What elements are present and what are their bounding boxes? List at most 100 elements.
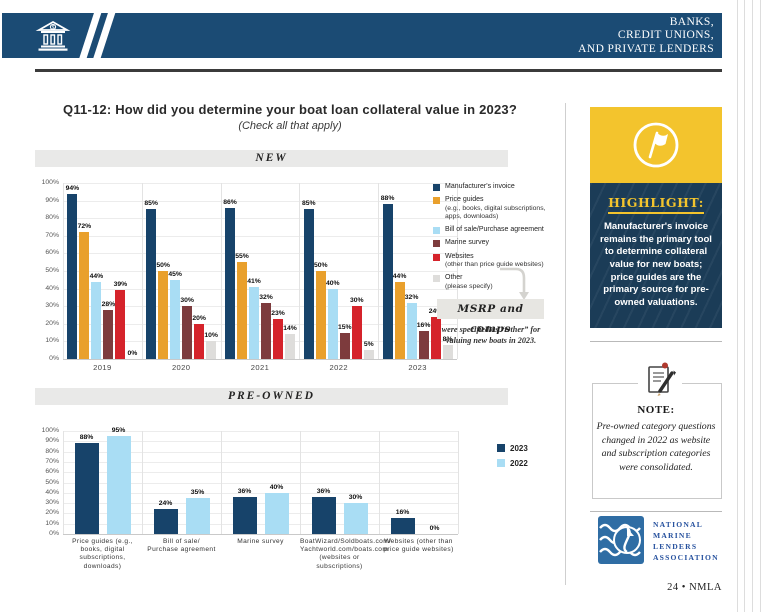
y-tick-label: 20% [45, 319, 59, 327]
gridline-h [63, 183, 457, 184]
header-band: $ BANKS, CREDIT UNIONS, AND PRIVATE LEND… [2, 13, 722, 58]
legend-label: Websites (other than price guide websites… [445, 253, 544, 270]
highlight-box: HIGHLIGHT: Manufacturer's invoice remain… [590, 107, 722, 328]
gridline-v [458, 431, 459, 534]
gridline-h [63, 451, 458, 453]
footer-logo-row: NATIONAL MARINE LENDERS ASSOCIATION [598, 516, 719, 571]
bar-value-label: 36% [237, 487, 252, 495]
bar-value-label: 72% [77, 223, 92, 231]
legend-name: Websites [445, 252, 474, 260]
legend-label: Price guides (e.g., books, digital subscr… [445, 196, 546, 221]
y-tick-label: 30% [45, 499, 59, 507]
bar [206, 341, 217, 359]
bar-value-label: 16% [395, 508, 410, 516]
bar [315, 271, 326, 359]
header-line: CREDIT UNIONS, [617, 29, 714, 42]
bar [153, 509, 178, 534]
legend-sub-line: apps, downloads) [445, 212, 499, 220]
bar [285, 334, 295, 359]
bar-value-label: 88% [380, 195, 395, 203]
page-edge-line [752, 0, 753, 612]
bar-value-label: 86% [223, 198, 237, 206]
legend-name: Bill of sale/Purchase agreement [445, 226, 544, 234]
legend-item: 2022 [497, 458, 557, 469]
bank-building-icon: $ [35, 18, 71, 58]
x-tick-label: Price guides (e.g., books, digital subscr… [63, 538, 142, 571]
bar [182, 306, 193, 359]
section-label-preowned: PRE-OWNED [227, 390, 315, 402]
x-tick-line: subscriptions, downloads) [79, 554, 126, 570]
bar-value-label: 44% [392, 272, 407, 280]
legend-swatch [433, 253, 440, 261]
sidebar-rule [590, 511, 722, 512]
y-tick-label: 90% [45, 437, 59, 445]
bar [115, 290, 126, 359]
bar-value-label: 15% [337, 323, 352, 331]
bar [303, 209, 314, 359]
gridline-v [378, 183, 380, 359]
notepad-pencil-icon [638, 360, 682, 403]
bar [327, 288, 338, 359]
highlight-label: HIGHLIGHT: [608, 195, 704, 214]
bar-value-label: 88% [79, 434, 94, 442]
chart-preowned: 0% 10% 20% 30% 40% 50% 60% 70% 80% 90% 100% 88% 95% P… [30, 426, 540, 586]
gridline-h [63, 503, 458, 505]
header-rule [35, 69, 722, 72]
bar-value-label: 24% [428, 307, 443, 315]
gridline-h [63, 253, 457, 255]
gridline-h [63, 288, 457, 290]
legend-name: Price guides [445, 196, 484, 204]
bar-value-label: 44% [89, 272, 104, 280]
gridline-h [63, 218, 457, 220]
bar [194, 323, 205, 359]
question-subtitle: (Check all that apply) [238, 120, 342, 132]
y-tick-label: 10% [45, 519, 59, 527]
page-edge-line [737, 0, 738, 612]
bar-value-label: 85% [301, 200, 316, 208]
page-number-line: 24 • NMLA [560, 582, 722, 593]
gridline-v [142, 431, 143, 534]
x-tick-line: Price guides (e.g., books, digital [72, 538, 133, 554]
bar-value-label: 16% [416, 321, 431, 329]
y-tick-label: 70% [45, 231, 59, 239]
sidebar-divider [565, 103, 566, 585]
gridline-v [299, 183, 301, 359]
gridline-h [63, 441, 458, 443]
bar [225, 207, 235, 359]
x-tick-line: Yachtworld.com/boats.com [300, 546, 389, 554]
bar-value-label: 95% [111, 427, 126, 435]
legend-label: Marine survey [445, 239, 489, 247]
legend-label: Manufacturer's invoice [445, 183, 515, 191]
legend-item: Marine survey [433, 239, 563, 248]
callout-arrow-icon [500, 267, 529, 300]
bar [390, 517, 415, 534]
bar [106, 436, 131, 534]
x-tick-line: Marine survey [237, 538, 284, 545]
bar-value-label: 32% [404, 293, 419, 301]
gridline-h [63, 431, 458, 432]
x-tick-line: price guide websites) [383, 546, 454, 554]
note-label: NOTE: [637, 404, 675, 416]
bar-value-label: 41% [247, 277, 261, 285]
legend-swatch [433, 227, 440, 235]
callout-tag: MSRP and comps [437, 299, 544, 335]
y-tick-label: 80% [45, 447, 59, 455]
header-line: BANKS, [669, 16, 714, 28]
legend-label: Bill of sale/Purchase agreement [445, 226, 544, 234]
legend-item: 2023 [497, 444, 557, 454]
y-tick-label: 10% [45, 337, 59, 345]
legend-item: Websites (other than price guide websites… [433, 253, 563, 270]
gridline-h [63, 523, 458, 525]
bar [311, 496, 336, 534]
gridline-h [63, 200, 457, 202]
x-tick-line: BoatWizard/Soldboats.com/ [300, 538, 392, 545]
gridline-v [300, 431, 301, 534]
legend-swatch [497, 458, 505, 467]
y-tick-label: 50% [45, 267, 59, 274]
bar-value-label: 8% [442, 335, 453, 343]
bar-value-label: 0% [127, 350, 138, 357]
bar [103, 309, 114, 359]
bar-value-label: 35% [190, 488, 205, 496]
bar-value-label: 32% [259, 293, 273, 301]
gridline-v [220, 183, 222, 359]
